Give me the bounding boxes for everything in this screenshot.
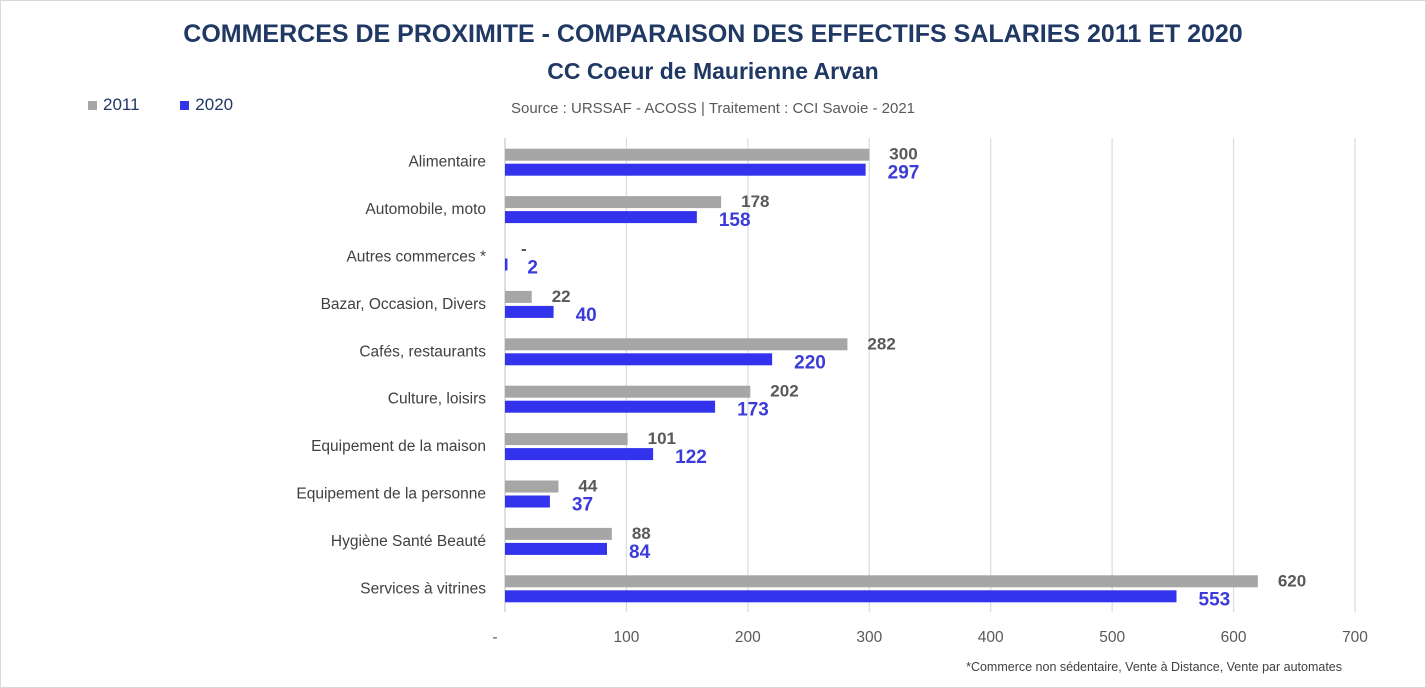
- category-label: Automobile, moto: [365, 201, 486, 218]
- bar-2011: [505, 338, 848, 351]
- chart-title: COMMERCES DE PROXIMITE - COMPARAISON DES…: [183, 20, 1243, 48]
- category-label: Hygiène Santé Beauté: [331, 533, 486, 550]
- chart-footnote: *Commerce non sédentaire, Vente à Distan…: [966, 660, 1342, 674]
- legend-label-2020: 2020: [195, 95, 234, 114]
- bar-2020: [505, 258, 508, 271]
- category-label: Bazar, Occasion, Divers: [321, 296, 487, 313]
- x-tick-label: 100: [613, 629, 639, 646]
- data-label-2011: 178: [741, 192, 769, 211]
- data-label-2020: 84: [629, 542, 651, 563]
- data-label-2020: 2: [527, 258, 538, 279]
- data-label-2020: 40: [576, 305, 597, 326]
- chart-source: Source : URSSAF - ACOSS | Traitement : C…: [510, 100, 916, 117]
- category-label: Cafés, restaurants: [359, 343, 486, 360]
- legend: 2011 2020: [88, 95, 269, 115]
- category-label: Equipement de la personne: [296, 486, 486, 503]
- bar-2020: [505, 448, 654, 461]
- bar-2011: [505, 196, 722, 209]
- data-label-2020: 297: [888, 163, 920, 184]
- data-label-2011: 620: [1278, 571, 1306, 590]
- bar-2011: [505, 148, 870, 161]
- legend-swatch-2011: [88, 101, 97, 110]
- bar-2020: [505, 542, 607, 555]
- x-tick-label: 500: [1099, 629, 1125, 646]
- bar-2011: [505, 290, 532, 303]
- x-tick-label: 300: [856, 629, 882, 646]
- category-label: Alimentaire: [408, 154, 486, 171]
- data-label-2011: 88: [632, 524, 651, 543]
- legend-swatch-2020: [180, 101, 190, 110]
- data-label-2020: 158: [719, 210, 751, 231]
- category-label: Equipement de la maison: [311, 438, 486, 455]
- bar-2011: [505, 527, 612, 540]
- data-label-2011: 22: [552, 287, 571, 306]
- data-label-2011: 101: [648, 429, 676, 448]
- data-label-2011: 202: [770, 382, 798, 401]
- x-tick-label: 700: [1342, 629, 1368, 646]
- category-label: Services à vitrines: [360, 580, 486, 597]
- bar-2020: [505, 590, 1177, 603]
- bar-2011: [505, 385, 751, 398]
- data-label-2011: 300: [889, 145, 917, 164]
- bar-2011: [505, 575, 1258, 588]
- x-tick-label: 600: [1221, 629, 1247, 646]
- data-label-2011: 282: [867, 334, 895, 353]
- data-label-2011: 44: [578, 477, 597, 496]
- bar-2020: [505, 163, 866, 176]
- bar-2020: [505, 305, 554, 318]
- category-label: Autres commerces *: [346, 249, 486, 266]
- chart-subtitle: CC Coeur de Maurienne Arvan: [547, 58, 879, 84]
- bar-2020: [505, 495, 550, 508]
- data-label-2020: 37: [572, 495, 593, 516]
- bar-2020: [505, 400, 716, 413]
- category-label: Culture, loisirs: [388, 391, 486, 408]
- bar-2020: [505, 353, 773, 366]
- data-label-2020: 220: [794, 352, 826, 373]
- bar-2020: [505, 211, 697, 224]
- data-label-2020: 173: [737, 400, 769, 421]
- x-tick-label: -: [492, 629, 497, 646]
- bar-2011: [505, 433, 628, 446]
- legend-item-2020: 2020: [180, 95, 233, 115]
- data-label-2011: -: [521, 240, 527, 259]
- data-label-2020: 553: [1199, 589, 1231, 610]
- data-label-2020: 122: [675, 447, 707, 468]
- legend-label-2011: 2011: [103, 95, 140, 114]
- x-tick-label: 400: [978, 629, 1004, 646]
- legend-item-2011: 2011: [88, 95, 140, 115]
- bar-2011: [505, 480, 559, 493]
- x-tick-label: 200: [735, 629, 761, 646]
